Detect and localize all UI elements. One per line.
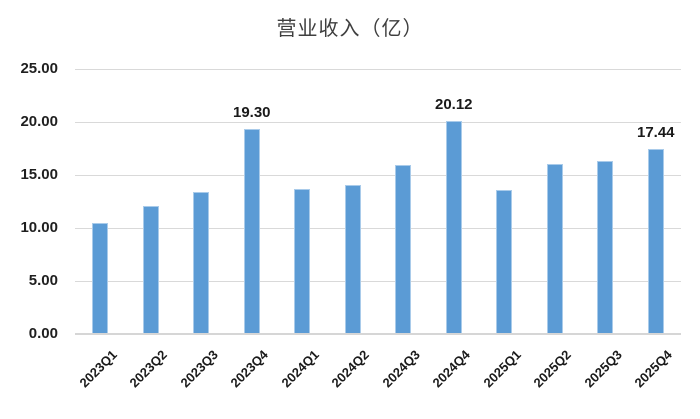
y-axis-tick-label: 25.00 (20, 60, 58, 77)
x-axis-tick-label: 2025Q2 (531, 347, 575, 391)
bar-2023Q4 (243, 129, 260, 333)
y-axis-tick-label: 20.00 (20, 113, 58, 130)
y-axis-tick-label: 0.00 (28, 325, 58, 342)
bar-2024Q3 (395, 165, 412, 333)
bar-2024Q1 (294, 188, 311, 333)
gridline (75, 122, 681, 123)
x-axis-tick-label: 2023Q3 (177, 347, 221, 391)
x-axis-tick-label: 2024Q4 (430, 347, 474, 391)
chart-title: 营业收入（亿） (276, 18, 424, 40)
y-axis-tick-label: 5.00 (28, 272, 58, 289)
x-axis-tick-label: 2025Q3 (581, 347, 625, 391)
y-axis-tick-label: 10.00 (20, 219, 58, 236)
gridline (75, 175, 681, 176)
x-axis-tick-label: 2025Q4 (632, 347, 676, 391)
bar-value-label: 17.44 (636, 124, 675, 142)
x-axis-tick-label: 2024Q1 (278, 347, 322, 391)
x-axis-tick-label: 2024Q3 (379, 347, 423, 391)
bar-2023Q1 (92, 223, 109, 333)
bar-2025Q4 (647, 149, 664, 333)
x-axis-tick-label: 2023Q1 (76, 347, 120, 391)
bar-2024Q4 (445, 120, 462, 333)
x-axis-tick-label: 2023Q2 (127, 347, 171, 391)
x-axis-tick-label: 2025Q1 (480, 347, 524, 391)
gridline (75, 281, 681, 282)
bar-2025Q2 (546, 163, 563, 333)
bar-2023Q3 (193, 192, 210, 333)
bar-2025Q3 (597, 161, 614, 333)
x-axis-tick-label: 2024Q2 (329, 347, 373, 391)
bar-2025Q1 (496, 190, 513, 333)
x-axis-line (75, 333, 681, 335)
gridline (75, 69, 681, 70)
bar-value-label: 19.30 (232, 104, 271, 122)
gridline (75, 228, 681, 229)
bar-value-label: 20.12 (434, 95, 473, 113)
y-axis-tick-label: 15.00 (20, 166, 58, 183)
bar-2024Q2 (344, 184, 361, 333)
x-axis-tick-label: 2023Q4 (228, 347, 272, 391)
bar-2023Q2 (142, 205, 159, 333)
